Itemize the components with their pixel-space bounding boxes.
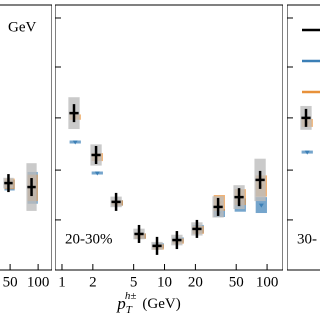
panel	[0, 4, 52, 271]
panel-annotation: GeV	[8, 19, 36, 35]
panel-annotation: 30-	[297, 231, 317, 247]
x-tick-label: 1	[58, 274, 66, 290]
x-tick-label: 100	[256, 274, 279, 290]
x-tick-label: 50	[229, 274, 244, 290]
marker	[72, 140, 78, 145]
x-tick-label: 20	[188, 274, 203, 290]
x-label-unit: (GeV)	[142, 296, 180, 312]
marker	[304, 150, 310, 155]
axes-frame	[287, 4, 320, 271]
panel	[55, 4, 283, 271]
x-tick-label: 2	[89, 274, 97, 290]
x-tick-label: 5	[130, 274, 138, 290]
axes-frame	[55, 4, 283, 271]
x-tick-label: 50	[3, 274, 18, 290]
marker	[258, 203, 264, 208]
x-label-main: p	[116, 294, 126, 313]
x-tick-label: 100	[27, 274, 50, 290]
x-label-sub: T	[126, 304, 133, 316]
x-label-sup: h±	[125, 290, 137, 302]
x-tick-label: 10	[157, 274, 172, 290]
panel-annotation: 20-30%	[65, 231, 113, 247]
marker	[94, 171, 100, 176]
panel	[287, 4, 320, 271]
x-axis-label: pTh± (GeV)	[116, 290, 181, 316]
axes-frame	[0, 4, 52, 271]
